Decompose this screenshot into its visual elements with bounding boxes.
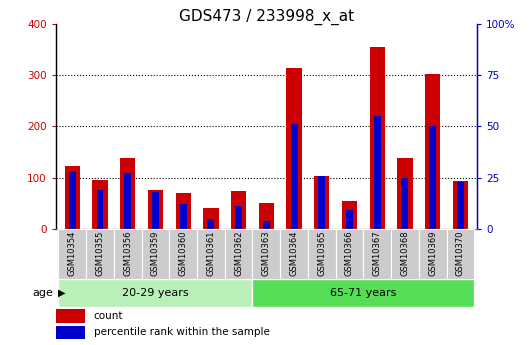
FancyBboxPatch shape	[58, 279, 252, 307]
Text: GSM10354: GSM10354	[68, 230, 77, 276]
Bar	[374, 116, 381, 229]
Bar	[429, 127, 436, 229]
Bar	[120, 158, 135, 229]
FancyBboxPatch shape	[419, 229, 446, 279]
Text: GDS473 / 233998_x_at: GDS473 / 233998_x_at	[179, 9, 354, 25]
Bar	[148, 190, 163, 229]
FancyBboxPatch shape	[252, 279, 474, 307]
Bar	[457, 182, 464, 229]
Bar	[342, 200, 357, 229]
Bar	[319, 176, 325, 229]
Text: count: count	[94, 311, 123, 321]
Bar	[204, 208, 218, 229]
Bar	[286, 68, 302, 229]
FancyBboxPatch shape	[252, 229, 280, 279]
Text: GSM10370: GSM10370	[456, 230, 465, 276]
FancyBboxPatch shape	[308, 229, 335, 279]
Text: GSM10356: GSM10356	[123, 230, 132, 276]
FancyBboxPatch shape	[225, 229, 252, 279]
FancyBboxPatch shape	[142, 229, 169, 279]
Text: age: age	[32, 288, 53, 298]
Text: GSM10364: GSM10364	[289, 230, 298, 276]
Bar	[96, 190, 103, 229]
Bar	[124, 174, 131, 229]
Bar	[263, 220, 270, 229]
Text: GSM10369: GSM10369	[428, 230, 437, 276]
Bar	[69, 171, 76, 229]
FancyBboxPatch shape	[446, 229, 474, 279]
FancyBboxPatch shape	[56, 309, 85, 323]
Bar	[92, 180, 108, 229]
Text: GSM10368: GSM10368	[401, 230, 410, 276]
Text: ▶: ▶	[58, 288, 66, 298]
FancyBboxPatch shape	[169, 229, 197, 279]
Text: GSM10365: GSM10365	[317, 230, 326, 276]
Text: GSM10361: GSM10361	[206, 230, 215, 276]
Bar	[175, 193, 191, 229]
Bar	[152, 192, 159, 229]
Text: GSM10359: GSM10359	[151, 230, 160, 276]
FancyBboxPatch shape	[197, 229, 225, 279]
FancyBboxPatch shape	[335, 229, 364, 279]
Bar	[401, 178, 409, 229]
Bar	[314, 176, 329, 229]
Text: GSM10363: GSM10363	[262, 230, 271, 276]
FancyBboxPatch shape	[86, 229, 114, 279]
Bar	[207, 218, 214, 229]
Text: GSM10366: GSM10366	[345, 230, 354, 276]
FancyBboxPatch shape	[114, 229, 142, 279]
Bar	[231, 191, 246, 229]
Bar	[346, 210, 353, 229]
Text: GSM10355: GSM10355	[95, 230, 104, 276]
FancyBboxPatch shape	[364, 229, 391, 279]
Bar	[290, 125, 297, 229]
Text: GSM10367: GSM10367	[373, 230, 382, 276]
Bar	[259, 203, 274, 229]
Bar	[65, 166, 80, 229]
Bar	[453, 181, 468, 229]
Bar	[235, 206, 242, 229]
Bar	[398, 158, 412, 229]
Bar	[180, 204, 187, 229]
Text: percentile rank within the sample: percentile rank within the sample	[94, 327, 269, 337]
FancyBboxPatch shape	[58, 229, 86, 279]
FancyBboxPatch shape	[391, 229, 419, 279]
FancyBboxPatch shape	[56, 326, 85, 339]
Text: 20-29 years: 20-29 years	[122, 288, 189, 298]
Text: GSM10362: GSM10362	[234, 230, 243, 276]
Text: 65-71 years: 65-71 years	[330, 288, 396, 298]
Text: GSM10360: GSM10360	[179, 230, 188, 276]
FancyBboxPatch shape	[280, 229, 308, 279]
Bar	[425, 74, 440, 229]
Bar	[369, 47, 385, 229]
